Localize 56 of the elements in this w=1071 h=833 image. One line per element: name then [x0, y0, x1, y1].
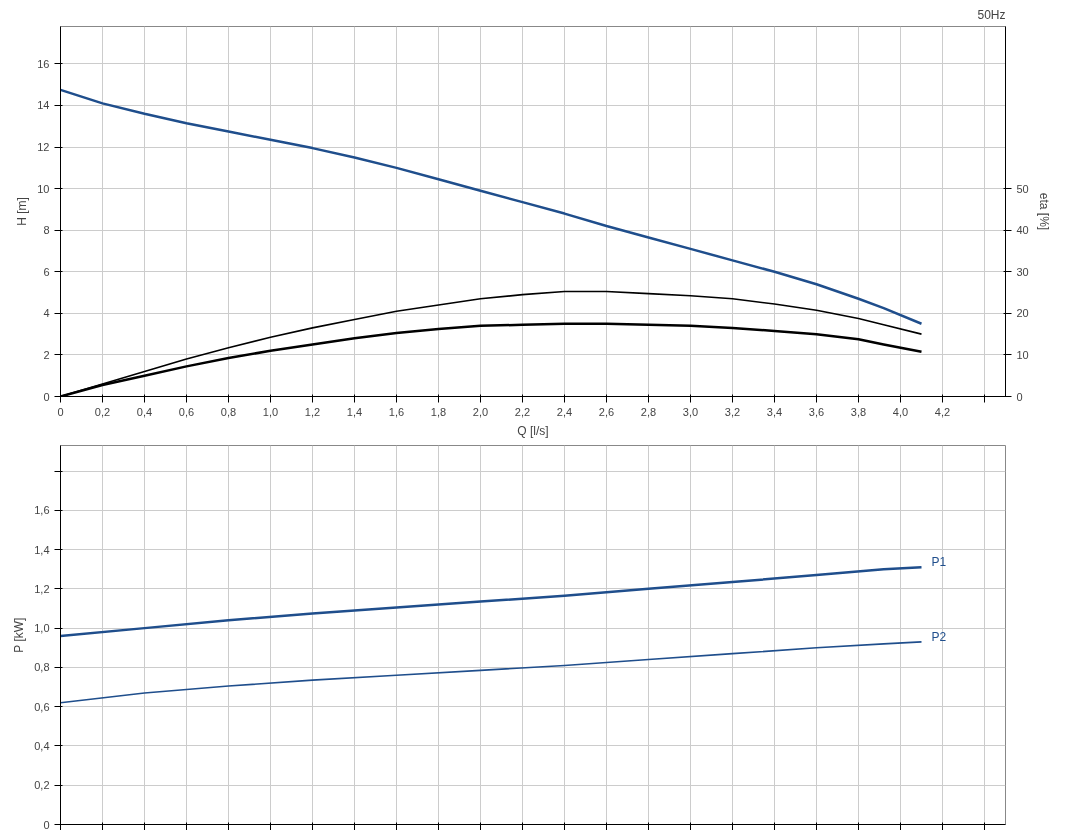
line-series — [60, 88, 923, 325]
x-tick-label: 2,4 — [556, 405, 573, 418]
y-tick-label: 0 — [43, 390, 50, 403]
x-tick-label: 0,8 — [220, 405, 237, 418]
x-tick-label: 2,0 — [472, 405, 489, 418]
y-axis-title: H [m] — [15, 197, 30, 226]
y-tick-label: 8 — [43, 224, 50, 237]
x-tick-label: 0 — [57, 405, 64, 418]
y2-axis-title: eta [%] — [1036, 192, 1051, 231]
y2-tick-label: 40 — [1016, 224, 1029, 237]
x-axis-title: Q [l/s] — [517, 423, 549, 438]
x-tick-label: 0,4 — [136, 405, 153, 418]
x-tick-label: 3,4 — [766, 405, 783, 418]
x-tick-label: 2,2 — [514, 405, 531, 418]
x-tick-label: 1,0 — [262, 405, 279, 418]
x-tick-label: 1,2 — [304, 405, 321, 418]
y-tick-label: 0,2 — [34, 779, 50, 792]
x-tick-label: 0,2 — [94, 405, 111, 418]
x-tick-label: 4,2 — [934, 405, 951, 418]
y-tick-label: 6 — [43, 265, 50, 278]
x-tick-label: 1,4 — [346, 405, 363, 418]
y-axis-title: P [kW] — [12, 617, 27, 653]
x-tick-label: 3,2 — [724, 405, 741, 418]
x-tick-label: 1,6 — [388, 405, 405, 418]
y-tick-label: 0,4 — [34, 739, 50, 752]
y-tick-label: 4 — [43, 307, 50, 320]
y-tick-label: 1,2 — [34, 582, 50, 595]
x-tick-label: 2,6 — [598, 405, 615, 418]
y2-tick-label: 20 — [1016, 307, 1029, 320]
y-tick-label: 0,8 — [34, 661, 50, 674]
y2-tick-label: 30 — [1016, 265, 1029, 278]
series-label: P2 — [931, 629, 947, 644]
x-tick-label: 3,0 — [682, 405, 699, 418]
y-tick-label: 0,6 — [34, 700, 50, 713]
y-tick-label: 14 — [37, 99, 50, 112]
x-tick-label: 3,8 — [850, 405, 867, 418]
y-tick-label: 0 — [43, 818, 50, 831]
y2-tick-label: 10 — [1016, 348, 1029, 361]
x-tick-label: 4,0 — [892, 405, 909, 418]
series-label: P1 — [931, 555, 947, 570]
x-tick-label: 2,8 — [640, 405, 657, 418]
y-tick-label: 10 — [37, 182, 50, 195]
x-tick-label: 3,6 — [808, 405, 825, 418]
x-tick-label: 0,6 — [178, 405, 195, 418]
chart-title: 50Hz — [977, 7, 1006, 22]
y2-tick-label: 0 — [1016, 390, 1023, 403]
x-tick-label: 1,8 — [430, 405, 447, 418]
y-tick-label: 1,6 — [34, 504, 50, 517]
line-series — [60, 566, 923, 638]
y-tick-label: 1,4 — [34, 543, 50, 556]
y-tick-label: 1,0 — [34, 622, 50, 635]
line-series — [60, 641, 923, 704]
y-tick-label: 16 — [37, 57, 50, 70]
y-tick-label: 12 — [37, 141, 50, 154]
y2-tick-label: 50 — [1016, 182, 1029, 195]
y-tick-label: 2 — [43, 348, 50, 361]
